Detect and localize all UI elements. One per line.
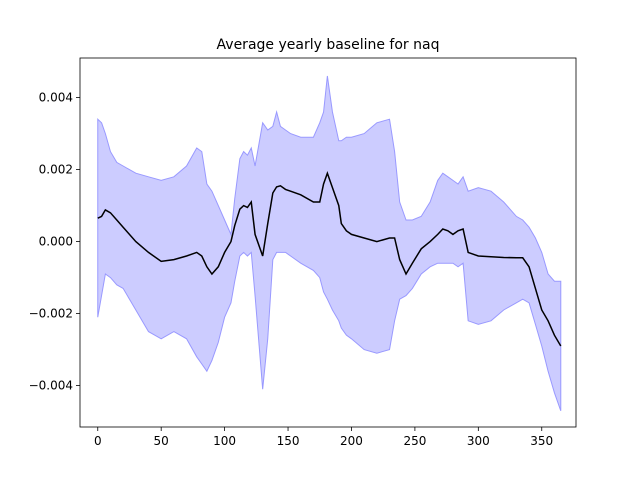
x-tick-label: 350 bbox=[530, 434, 553, 448]
y-tick-label: 0.004 bbox=[39, 91, 73, 105]
std-band bbox=[97, 75, 562, 411]
x-tick-label: 0 bbox=[94, 434, 102, 448]
mean-line bbox=[97, 170, 562, 347]
plot-area bbox=[97, 75, 562, 411]
y-tick-label: −0.004 bbox=[29, 379, 73, 393]
x-tick-label: 50 bbox=[154, 434, 169, 448]
y-tick-label: −0.002 bbox=[29, 307, 73, 321]
x-tick-label: 200 bbox=[340, 434, 363, 448]
x-tick-label: 150 bbox=[277, 434, 300, 448]
x-tick-label: 100 bbox=[213, 434, 236, 448]
x-axis: 0 50 100 150 200 250 300 350 bbox=[94, 427, 553, 448]
chart-title: Average yearly baseline for naq bbox=[217, 37, 440, 53]
x-tick-label: 250 bbox=[403, 434, 426, 448]
y-tick-label: 0.000 bbox=[39, 235, 73, 249]
x-tick-label: 300 bbox=[467, 434, 490, 448]
axes-frame bbox=[79, 57, 577, 428]
y-tick-label: 0.002 bbox=[39, 163, 73, 177]
y-axis: −0.004 −0.002 0.000 0.002 0.004 bbox=[29, 91, 80, 393]
